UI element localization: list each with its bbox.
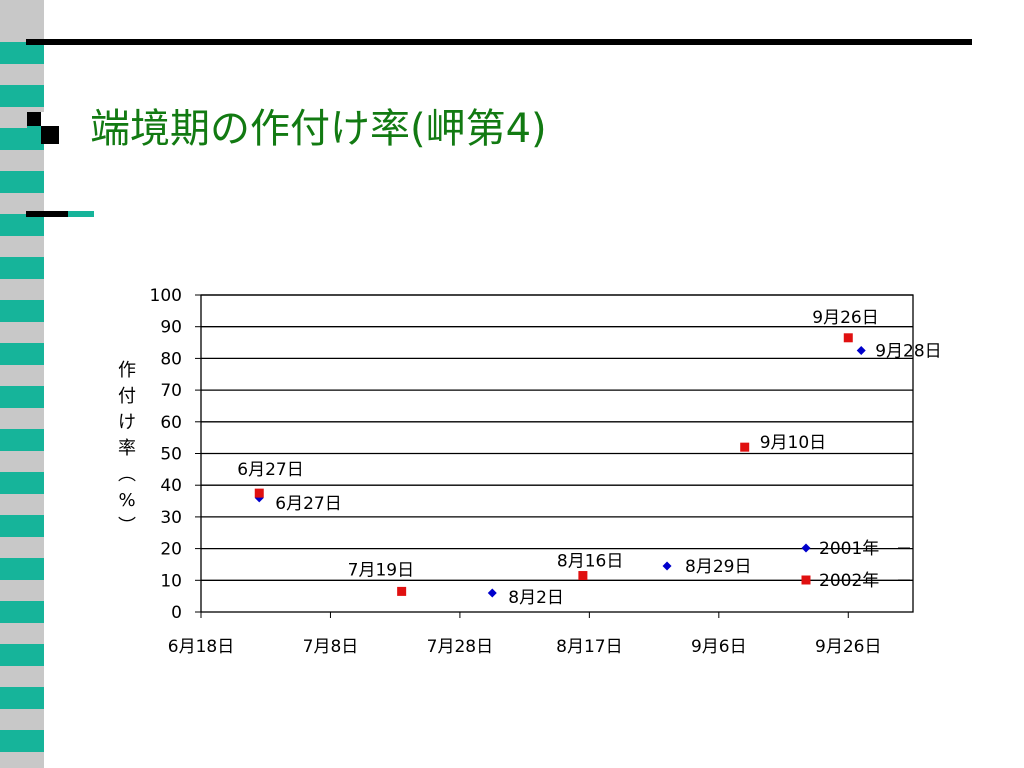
data-point-2001 xyxy=(487,588,497,598)
title-underline-teal xyxy=(68,211,94,217)
y-tick-label: 30 xyxy=(160,508,182,528)
legend-label: 2002年 xyxy=(819,571,879,591)
legend-label: 2001年 xyxy=(819,539,879,559)
strip-block xyxy=(0,687,44,709)
y-tick-label: 50 xyxy=(160,445,182,465)
strip-block xyxy=(0,85,44,107)
data-label: 8月16日 xyxy=(557,552,623,572)
data-point-2002 xyxy=(578,571,588,581)
x-tick-label: 6月18日 xyxy=(168,637,234,657)
y-tick-label: 0 xyxy=(171,603,182,623)
strip-block xyxy=(0,429,44,451)
data-label: 6月27日 xyxy=(275,494,341,514)
y-tick-label: 20 xyxy=(160,540,182,560)
y-axis-label-char: 率 xyxy=(118,438,136,459)
strip-block xyxy=(0,42,44,64)
x-tick-label: 7月28日 xyxy=(427,637,493,657)
data-point-2001 xyxy=(662,561,672,571)
y-tick-label: 90 xyxy=(160,318,182,338)
x-tick-label: 9月6日 xyxy=(691,637,747,657)
strip-block xyxy=(0,472,44,494)
data-label: 8月2日 xyxy=(508,588,564,608)
y-tick-label: 40 xyxy=(160,476,182,496)
y-tick-label: 100 xyxy=(150,286,182,306)
y-tick-label: 70 xyxy=(160,381,182,401)
slide-title: 端境期の作付け率(岬第4) xyxy=(90,106,547,152)
data-point-2002 xyxy=(254,488,264,498)
y-tick-label: 60 xyxy=(160,413,182,433)
x-tick-label: 9月26日 xyxy=(815,637,881,657)
data-point-2001 xyxy=(801,543,811,553)
strip-block xyxy=(0,644,44,666)
strip-block xyxy=(0,558,44,580)
x-tick-label: 8月17日 xyxy=(556,637,622,657)
data-label: 8月29日 xyxy=(685,557,751,577)
strip-block xyxy=(0,386,44,408)
data-point-2002 xyxy=(801,575,811,585)
y-axis-label-char: ︶ xyxy=(118,516,136,537)
data-point-2002 xyxy=(843,333,853,343)
data-label: 9月10日 xyxy=(760,433,826,453)
data-label: 7月19日 xyxy=(348,560,414,580)
strip-block xyxy=(0,257,44,279)
y-axis-label-char: け xyxy=(118,412,136,433)
data-point-2002 xyxy=(740,442,750,452)
strip-block xyxy=(0,515,44,537)
strip-block xyxy=(0,601,44,623)
x-tick-label: 7月8日 xyxy=(303,637,359,657)
data-label: 6月27日 xyxy=(237,460,303,480)
strip-block xyxy=(0,300,44,322)
title-underline-black xyxy=(26,211,68,217)
data-point-2002 xyxy=(397,586,407,596)
title-bullet-icon xyxy=(27,112,59,144)
y-axis-label-char: % xyxy=(118,490,135,511)
data-label: 9月28日 xyxy=(875,341,941,361)
y-tick-label: 10 xyxy=(160,571,182,591)
strip-block xyxy=(0,171,44,193)
top-rule xyxy=(26,39,972,45)
data-label: 9月26日 xyxy=(812,308,878,328)
y-tick-label: 80 xyxy=(160,349,182,369)
data-point-2001 xyxy=(856,345,866,355)
strip-block xyxy=(0,730,44,752)
strip-block xyxy=(0,214,44,236)
y-axis-label-char: 付 xyxy=(118,386,136,407)
y-axis-label-char: 作 xyxy=(118,360,136,381)
strip-block xyxy=(0,343,44,365)
y-axis-label-char: ︵ xyxy=(118,464,136,485)
plot-frame xyxy=(200,294,914,613)
